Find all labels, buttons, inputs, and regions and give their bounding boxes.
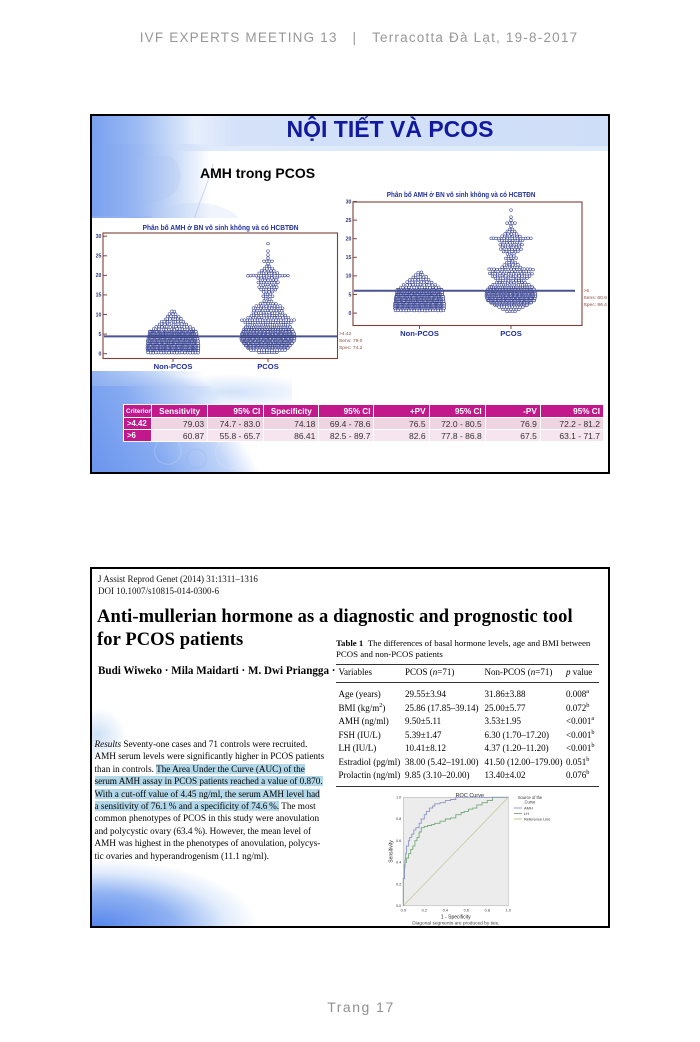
svg-text:20: 20 <box>346 237 352 243</box>
svg-text:30: 30 <box>96 234 102 240</box>
svg-text:1.0: 1.0 <box>506 909 511 913</box>
svg-text:0.6: 0.6 <box>464 909 469 913</box>
svg-text:Sensitivity: Sensitivity <box>389 840 395 863</box>
svg-text:Diagonal segments are produced: Diagonal segments are produced by ties. <box>412 921 499 927</box>
svg-text:30: 30 <box>346 199 352 205</box>
svg-text:0.4: 0.4 <box>396 861 401 865</box>
svg-text:0.8: 0.8 <box>396 817 401 821</box>
svg-text:Reference Line: Reference Line <box>524 817 550 822</box>
svg-text:>6: >6 <box>584 288 590 294</box>
svg-text:PCOS: PCOS <box>257 362 279 371</box>
svg-text:>4.42: >4.42 <box>339 331 352 337</box>
svg-text:25: 25 <box>96 254 102 260</box>
svg-text:Curve: Curve <box>525 800 537 805</box>
svg-text:5: 5 <box>99 332 102 338</box>
svg-text:LH: LH <box>524 811 529 816</box>
svg-text:10: 10 <box>96 312 102 318</box>
svg-text:Phân bố AMH ở BN vô sinh không: Phân bố AMH ở BN vô sinh không và có HCB… <box>143 223 299 232</box>
svg-text:0: 0 <box>99 352 102 358</box>
svg-text:Non-PCOS: Non-PCOS <box>154 362 193 371</box>
svg-text:Phân bố AMH ở BN vô sinh không: Phân bố AMH ở BN vô sinh không và có HCB… <box>387 190 536 199</box>
svg-text:0.0: 0.0 <box>401 909 406 913</box>
svg-text:15: 15 <box>96 293 102 299</box>
svg-text:1 - Specificity: 1 - Specificity <box>441 915 471 921</box>
svg-text:0.6: 0.6 <box>396 839 401 843</box>
svg-text:0.4: 0.4 <box>443 909 448 913</box>
svg-text:ROC Curve: ROC Curve <box>456 793 484 799</box>
svg-text:Sens: 60.9: Sens: 60.9 <box>584 295 608 301</box>
svg-text:AMH: AMH <box>524 806 533 811</box>
svg-text:0.2: 0.2 <box>422 909 427 913</box>
svg-text:0: 0 <box>349 311 352 317</box>
svg-text:20: 20 <box>96 273 102 279</box>
svg-text:0.2: 0.2 <box>396 882 401 886</box>
svg-text:0.8: 0.8 <box>485 909 490 913</box>
svg-text:Sens: 79.0: Sens: 79.0 <box>339 338 363 344</box>
svg-text:PCOS: PCOS <box>500 329 522 338</box>
svg-text:25: 25 <box>346 218 352 224</box>
svg-text:Source of the: Source of the <box>518 795 543 800</box>
svg-text:Spec: 86.4: Spec: 86.4 <box>584 302 608 308</box>
svg-text:0.0: 0.0 <box>396 904 401 908</box>
svg-text:10: 10 <box>346 274 352 280</box>
svg-text:Non-PCOS: Non-PCOS <box>400 329 439 338</box>
svg-text:15: 15 <box>346 255 352 261</box>
svg-text:Spec: 74.2: Spec: 74.2 <box>339 345 363 351</box>
svg-text:5: 5 <box>349 292 352 298</box>
svg-text:1.0: 1.0 <box>396 796 401 800</box>
